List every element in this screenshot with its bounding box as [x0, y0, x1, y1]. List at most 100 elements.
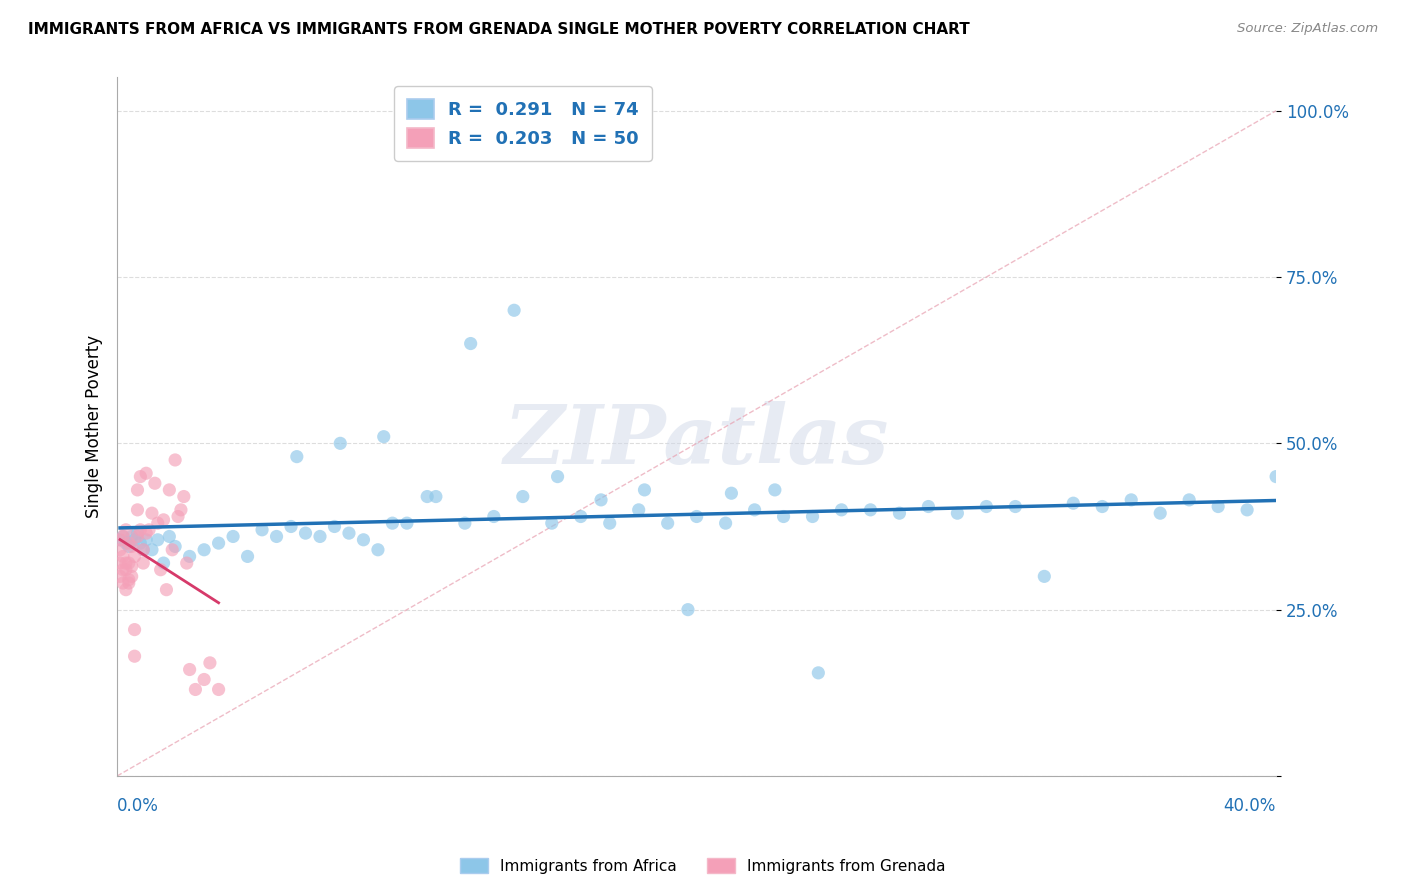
Point [157, 529, 180, 543]
Point [111, 529, 134, 543]
Point [193, 673, 215, 687]
Point [381, 516, 404, 531]
Point [1033, 569, 1056, 583]
Point [121, 529, 143, 543]
Point [135, 467, 157, 481]
Point [280, 519, 302, 533]
Point [143, 476, 166, 491]
Point [917, 500, 939, 514]
Text: 0.0%: 0.0% [117, 797, 159, 815]
Point [118, 576, 141, 591]
Point [111, 563, 134, 577]
Point [589, 492, 612, 507]
Point [118, 536, 141, 550]
Point [859, 503, 882, 517]
Point [127, 483, 149, 497]
Point [115, 582, 138, 597]
Point [772, 509, 794, 524]
Point [309, 529, 332, 543]
Point [108, 556, 131, 570]
Point [512, 490, 534, 504]
Point [714, 516, 737, 531]
Point [179, 549, 201, 564]
Text: ZIPatlas: ZIPatlas [503, 401, 890, 481]
Point [801, 509, 824, 524]
Point [1062, 496, 1084, 510]
Point [108, 533, 131, 547]
Point [976, 500, 998, 514]
Point [294, 526, 316, 541]
Point [250, 523, 273, 537]
Point [165, 540, 187, 554]
Point [124, 533, 146, 547]
Point [129, 523, 152, 537]
Point [460, 336, 482, 351]
Point [236, 549, 259, 564]
Text: IMMIGRANTS FROM AFRICA VS IMMIGRANTS FROM GRENADA SINGLE MOTHER POVERTY CORRELAT: IMMIGRANTS FROM AFRICA VS IMMIGRANTS FRO… [28, 22, 970, 37]
Point [540, 516, 562, 531]
Point [129, 536, 152, 550]
Point [138, 523, 160, 537]
Point [184, 682, 207, 697]
Point [162, 542, 184, 557]
Point [337, 526, 360, 541]
Point [425, 490, 447, 504]
Point [121, 569, 143, 583]
Point [633, 483, 655, 497]
Point [127, 503, 149, 517]
Point [193, 542, 215, 557]
Point [115, 556, 138, 570]
Point [657, 516, 679, 531]
Point [763, 483, 786, 497]
Point [111, 576, 134, 591]
Point [676, 602, 699, 616]
Point [121, 559, 143, 574]
Point [1149, 506, 1171, 520]
Point [135, 533, 157, 547]
Point [367, 542, 389, 557]
Point [1091, 500, 1114, 514]
Text: Source: ZipAtlas.com: Source: ZipAtlas.com [1237, 22, 1378, 36]
Point [146, 533, 169, 547]
Point [1121, 492, 1143, 507]
Point [1265, 469, 1288, 483]
Point [124, 549, 146, 564]
Point [108, 542, 131, 557]
Point [141, 506, 163, 520]
Point [1004, 500, 1026, 514]
Point [207, 536, 229, 550]
Point [807, 665, 830, 680]
Point [132, 556, 155, 570]
Point [685, 509, 707, 524]
Point [111, 549, 134, 564]
Point [198, 656, 221, 670]
Point [720, 486, 742, 500]
Point [118, 556, 141, 570]
Point [329, 436, 352, 450]
Point [132, 542, 155, 557]
Point [124, 623, 146, 637]
Point [373, 430, 395, 444]
Point [121, 540, 143, 554]
Point [416, 490, 439, 504]
Point [115, 536, 138, 550]
Point [627, 503, 650, 517]
Point [108, 569, 131, 583]
Point [152, 556, 174, 570]
Point [353, 533, 375, 547]
Point [176, 556, 198, 570]
Point [266, 529, 288, 543]
Point [569, 509, 592, 524]
Point [173, 490, 195, 504]
Point [170, 503, 193, 517]
Point [1236, 503, 1258, 517]
Point [946, 506, 969, 520]
Point [889, 506, 911, 520]
Y-axis label: Single Mother Poverty: Single Mother Poverty [86, 335, 103, 518]
Point [599, 516, 621, 531]
Point [132, 542, 155, 557]
Point [115, 563, 138, 577]
Point [118, 573, 141, 587]
Point [222, 529, 245, 543]
Point [165, 453, 187, 467]
